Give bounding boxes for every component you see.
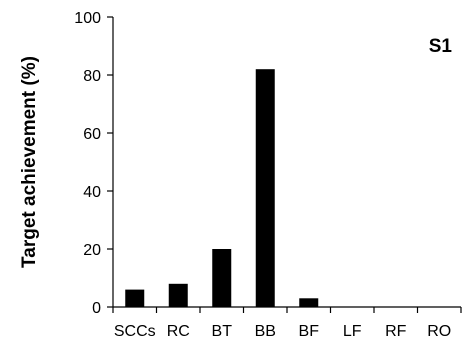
- bar-bt: [212, 249, 232, 307]
- panel-label: S1: [429, 36, 453, 57]
- x-tick-label: BT: [212, 323, 233, 340]
- x-tick-label: RC: [167, 323, 190, 340]
- y-tick-label: 80: [83, 68, 101, 85]
- bar-rc: [168, 283, 188, 307]
- x-tick-label: RF: [385, 323, 407, 340]
- y-tick-label: 60: [83, 126, 101, 143]
- bar-sccs: [125, 289, 145, 307]
- bar-bf: [299, 298, 319, 307]
- x-tick-label: RO: [427, 323, 451, 340]
- x-tick-label: BF: [299, 323, 320, 340]
- y-tick-label: 0: [92, 300, 101, 317]
- x-tick-label: BB: [255, 323, 276, 340]
- y-axis-ticks: 0 20 40 60 80 100: [74, 10, 113, 317]
- y-tick-label: 100: [74, 10, 101, 27]
- y-tick-label: 20: [83, 242, 101, 259]
- x-tick-label: SCCs: [114, 323, 156, 340]
- x-axis-ticks: SCCs RC BT BB BF LF RF RO: [112, 307, 462, 340]
- bars: [125, 69, 319, 307]
- y-tick-label: 40: [83, 184, 101, 201]
- bar-bb: [255, 69, 275, 307]
- y-axis-title: Target achievement (%): [19, 56, 40, 268]
- x-tick-label: LF: [343, 323, 362, 340]
